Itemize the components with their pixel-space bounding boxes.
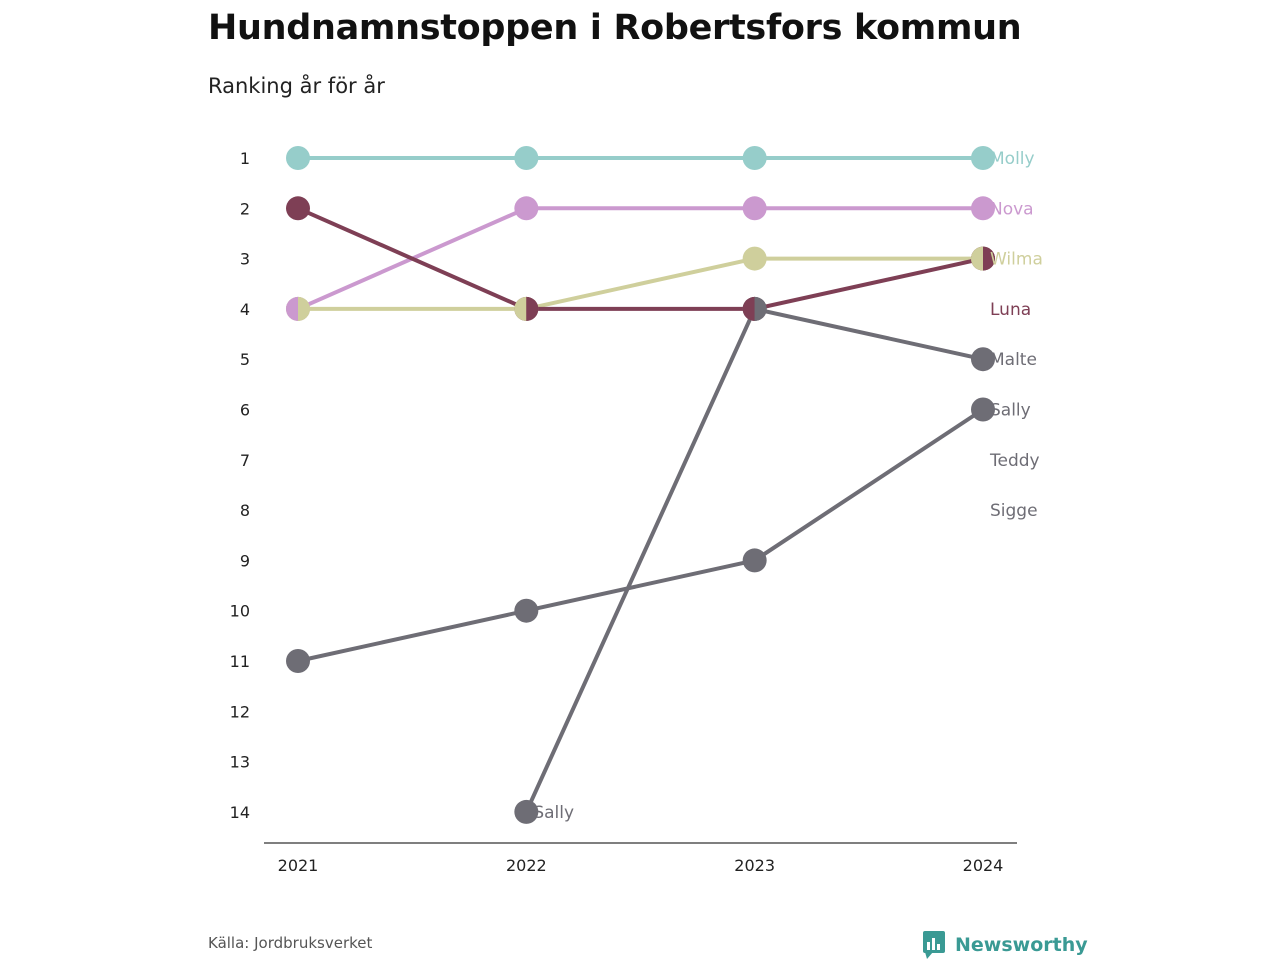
series-marker-sally [971, 397, 995, 422]
series-lines [296, 156, 985, 814]
series-marker-sally [742, 548, 767, 573]
y-tick-label: 13 [230, 753, 250, 772]
series-marker-molly [514, 146, 539, 170]
y-tick-label: 5 [240, 350, 250, 369]
split-marker-left [286, 296, 298, 321]
split-marker-right [983, 246, 996, 271]
y-tick-label: 9 [240, 551, 250, 570]
split-marker-right [526, 296, 539, 321]
end-label-wilma: Wilma [990, 250, 1043, 270]
end-label-sigge: Sigge [990, 501, 1038, 521]
brand-logo: Newsworthy [922, 930, 1088, 960]
end-label-teddy: Teddy [989, 451, 1040, 471]
end-label-luna: Luna [990, 300, 1031, 320]
series-marker-molly [286, 146, 310, 170]
annotation-label: Sally [533, 803, 574, 823]
chart-title: Hundnamnstoppen i Robertsfors kommun [208, 8, 1022, 48]
series-line-wilma [296, 256, 985, 311]
y-tick-label: 7 [240, 451, 250, 470]
x-tick-label: 2024 [963, 856, 1004, 875]
series-marker-luna [286, 196, 310, 221]
series-end-labels: Molly Nova Wilma Luna Malte Sally Teddy Sigge Sa… [533, 149, 1043, 823]
series-marker-nova [742, 196, 767, 221]
y-tick-label: 2 [240, 199, 250, 218]
split-marker-right [754, 296, 767, 321]
series-marker-sally [286, 649, 310, 673]
series-marker-molly [971, 146, 995, 170]
series-marker-sally [514, 598, 539, 623]
y-tick-label: 10 [230, 602, 250, 621]
series-markers [286, 146, 996, 824]
series-line-sally [296, 407, 985, 663]
y-tick-label: 12 [230, 702, 250, 721]
x-tick-label: 2021 [278, 856, 319, 875]
source-note: Källa: Jordbruksverket [208, 934, 373, 952]
brand-name: Newsworthy [955, 934, 1088, 956]
y-tick-label: 4 [240, 300, 250, 319]
series-marker-malte [971, 347, 995, 372]
x-tick-label: 2022 [506, 856, 547, 875]
bar-chart-logo-icon [923, 931, 945, 959]
series-marker-molly [742, 146, 767, 170]
y-tick-label: 11 [230, 652, 250, 671]
split-marker-left [514, 296, 527, 321]
y-tick-label: 3 [240, 250, 250, 269]
series-line-luna [296, 206, 985, 311]
series-marker-nova [971, 196, 995, 221]
chart-subtitle: Ranking år för år [208, 74, 385, 98]
end-label-molly: Molly [990, 149, 1035, 169]
end-label-malte: Malte [990, 350, 1037, 370]
y-tick-label: 1 [240, 149, 250, 168]
end-label-sally: Sally [990, 401, 1031, 421]
series-marker-malte [514, 799, 539, 824]
split-marker-left [971, 246, 983, 271]
end-label-nova: Nova [990, 199, 1034, 219]
x-tick-label: 2023 [734, 856, 775, 875]
split-marker-right [298, 296, 310, 321]
split-marker-left [742, 296, 755, 321]
y-tick-label: 14 [230, 803, 250, 822]
y-tick-label: 6 [240, 401, 250, 420]
y-tick-label: 8 [240, 501, 250, 520]
series-marker-nova [514, 196, 539, 221]
series-marker-wilma [742, 246, 767, 271]
